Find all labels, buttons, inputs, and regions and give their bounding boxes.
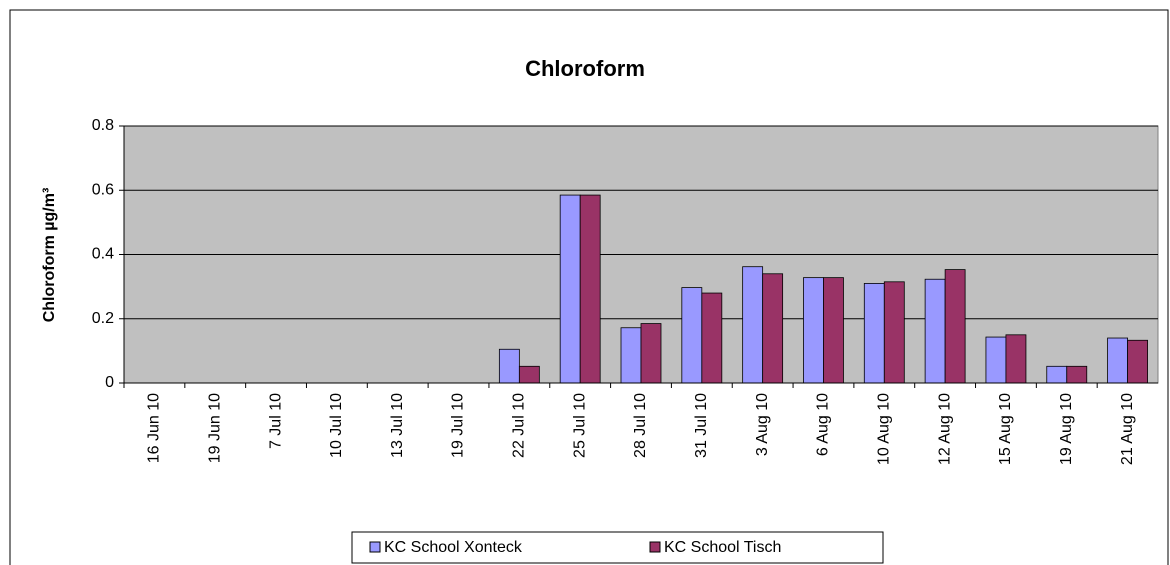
chart-border	[9, 9, 1169, 565]
x-tick-label: 10 Aug 10	[876, 393, 893, 465]
x-tick-label: 31 Jul 10	[693, 393, 710, 458]
bar	[701, 292, 723, 384]
chart-title: Chloroform	[525, 56, 645, 81]
x-tick-label: 16 Jun 10	[146, 393, 163, 463]
legend-label: KC School Tisch	[664, 539, 781, 556]
bar	[579, 194, 601, 384]
x-tick-label: 22 Jul 10	[511, 393, 528, 458]
x-tick-label: 28 Jul 10	[632, 393, 649, 458]
bar	[924, 278, 946, 384]
bar	[762, 273, 784, 384]
bar	[518, 365, 540, 384]
bar	[559, 194, 581, 384]
y-tick-label: 0.8	[92, 117, 114, 134]
y-tick-label: 0.6	[92, 181, 114, 198]
legend-label: KC School Xonteck	[384, 539, 523, 556]
bar	[620, 327, 642, 384]
x-tick-label: 3 Aug 10	[754, 393, 771, 456]
y-tick-label: 0.4	[92, 246, 114, 263]
bar	[823, 277, 844, 384]
bar	[803, 277, 824, 384]
bar	[944, 269, 966, 384]
x-tick-label: 19 Jun 10	[206, 393, 223, 463]
x-tick-label: 6 Aug 10	[815, 393, 832, 456]
x-tick-label: 15 Aug 10	[997, 393, 1014, 465]
bar	[1066, 365, 1088, 384]
bar	[985, 336, 1007, 384]
y-axis-label: Chloroform µg/m³	[41, 188, 58, 323]
x-tick-label: 25 Jul 10	[571, 393, 588, 458]
bar	[1005, 334, 1027, 384]
x-tick-label: 7 Jul 10	[267, 393, 284, 449]
x-tick-label: 19 Jul 10	[450, 393, 467, 458]
legend-box	[351, 531, 884, 564]
bar	[681, 287, 703, 384]
legend-swatch	[369, 541, 381, 553]
x-tick-label: 21 Aug 10	[1119, 393, 1136, 465]
x-tick-label: 12 Aug 10	[936, 393, 953, 465]
y-tick-label: 0	[105, 374, 114, 391]
bar	[498, 348, 520, 384]
bar	[1046, 365, 1068, 384]
bar	[640, 323, 662, 384]
x-tick-label: 13 Jul 10	[389, 393, 406, 458]
x-tick-label: 10 Jul 10	[328, 393, 345, 458]
legend-swatch	[649, 541, 661, 553]
bar	[1127, 339, 1148, 384]
y-tick-label: 0.2	[92, 310, 114, 327]
bar	[883, 281, 905, 384]
bar	[742, 266, 764, 384]
bar	[1107, 337, 1128, 384]
x-tick-label: 19 Aug 10	[1058, 393, 1075, 465]
bar	[863, 283, 885, 384]
